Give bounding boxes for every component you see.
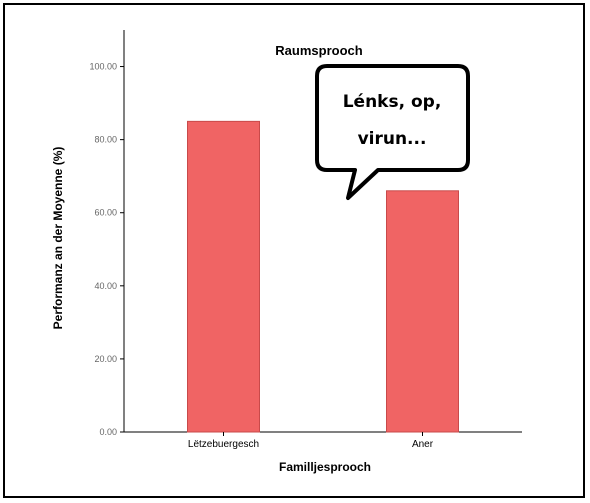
y-tick-label: 40.00 bbox=[94, 281, 117, 291]
x-category-label: Lëtzebuergesch bbox=[188, 439, 259, 450]
bar-1 bbox=[386, 190, 459, 433]
y-tick-label: 80.00 bbox=[94, 135, 117, 145]
x-category-label: Aner bbox=[412, 439, 434, 450]
speech-bubble: Lénks, op, virun... bbox=[315, 64, 470, 200]
speech-bubble-shape bbox=[315, 64, 470, 200]
y-tick-label: 20.00 bbox=[94, 354, 117, 364]
bubble-text-line1: Lénks, op, bbox=[343, 92, 442, 112]
x-axis-title: Familljesprooch bbox=[279, 460, 371, 474]
y-tick-label: 100.00 bbox=[89, 62, 117, 72]
chart-frame bbox=[3, 3, 585, 498]
bubble-text-line2: virun... bbox=[358, 129, 427, 149]
chart-title: Raumsprooch bbox=[275, 43, 362, 58]
bar-0 bbox=[187, 120, 260, 433]
y-axis-title: Performanz an der Moyenne (%) bbox=[51, 147, 65, 330]
y-tick-label: 0.00 bbox=[99, 427, 117, 437]
y-tick-label: 60.00 bbox=[94, 208, 117, 218]
